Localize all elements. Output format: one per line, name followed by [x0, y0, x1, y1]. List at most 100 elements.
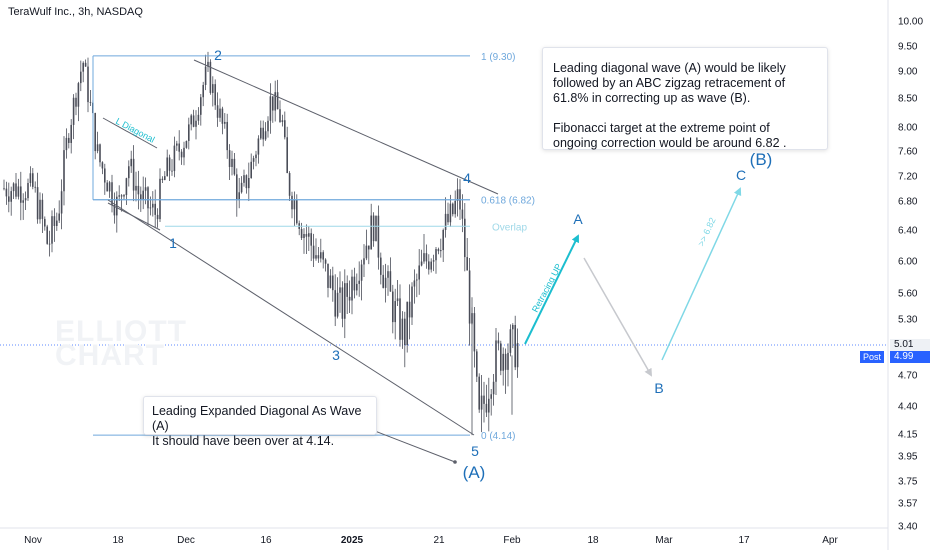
candle-body	[428, 261, 430, 270]
candle-body	[485, 403, 488, 413]
candle-body	[432, 260, 435, 262]
candle-body	[152, 203, 154, 208]
candle-body	[267, 120, 269, 132]
candle-body	[80, 71, 82, 84]
candle-body	[507, 352, 509, 370]
candle-body	[322, 252, 324, 260]
candle-body	[413, 280, 416, 287]
candle-body	[245, 175, 248, 189]
candle-body	[104, 168, 106, 183]
candle-body	[365, 245, 368, 259]
time-tick-label: Dec	[177, 535, 195, 546]
candle-body	[255, 154, 257, 159]
candle-body	[15, 183, 17, 197]
candle-body	[68, 137, 70, 143]
candle-body	[315, 255, 317, 259]
note-top[interactable]: Leading diagonal wave (A) would be likel…	[542, 47, 828, 150]
arrow-up-c	[661, 187, 742, 361]
candle-body	[377, 215, 380, 258]
candle-body	[99, 144, 101, 163]
candle-body	[214, 84, 216, 106]
candle-body	[341, 287, 344, 319]
candle-body	[58, 213, 60, 221]
candle-body	[221, 108, 224, 124]
candle-body	[437, 249, 440, 252]
candle-body	[509, 329, 512, 353]
candle-body	[252, 158, 255, 162]
candle-body	[89, 102, 92, 103]
wave-label: 4	[463, 170, 471, 186]
candle-body	[442, 229, 444, 251]
candle-body	[63, 150, 65, 192]
candle-body	[60, 191, 63, 214]
price-tick-label: 3.57	[898, 499, 918, 510]
candle-body	[72, 97, 75, 125]
candle-body	[212, 84, 214, 93]
candle-body	[144, 187, 147, 191]
candle-body	[161, 178, 164, 180]
candle-body	[94, 113, 96, 152]
candle-body	[123, 195, 125, 197]
candle-body	[202, 84, 204, 98]
candle-body	[332, 275, 334, 291]
candle-body	[274, 92, 276, 111]
candle-body	[17, 186, 20, 197]
price-tick-label: 6.40	[898, 226, 918, 237]
candle-body	[514, 324, 516, 368]
candle-body	[279, 109, 281, 123]
symbol-title[interactable]: TeraWulf Inc., 3h, NASDAQ	[8, 6, 143, 18]
candle-body	[204, 66, 207, 85]
candle-body	[425, 253, 428, 262]
candle-body	[360, 264, 363, 281]
candle-body	[308, 233, 310, 237]
candle-body	[389, 271, 392, 292]
candle-body	[500, 343, 502, 371]
price-tick-label: 3.95	[898, 452, 918, 463]
candle-body	[392, 291, 394, 323]
candle-body	[478, 376, 480, 410]
candle-body	[130, 158, 132, 167]
price-tick-label: 5.60	[898, 289, 918, 300]
candle-body	[454, 200, 456, 215]
candle-body	[113, 204, 116, 216]
candle-body	[41, 199, 44, 219]
candle-body	[272, 96, 274, 111]
price-tick-label: 7.60	[898, 147, 918, 158]
candle-body	[480, 395, 483, 410]
candle-body	[183, 147, 185, 158]
price-tick-label: 8.00	[898, 123, 918, 134]
candle-body	[286, 137, 288, 174]
wave-label: B	[654, 380, 663, 396]
price-tick-label: 3.40	[898, 522, 918, 533]
price-tick-label: 8.50	[898, 94, 918, 105]
candle-body	[408, 301, 411, 318]
candle-body	[449, 203, 452, 223]
wave-label: (B)	[750, 150, 773, 169]
l-diagonal-label: L Diagonal	[114, 116, 156, 145]
candle-body	[293, 199, 296, 210]
candle-body	[12, 183, 15, 192]
candle-body	[173, 145, 176, 172]
candle-body	[411, 286, 413, 318]
candle-body	[452, 203, 454, 215]
price-tick-label: 9.50	[898, 42, 918, 53]
note-bottom[interactable]: Leading Expanded Diagonal As Wave (A) It…	[143, 396, 377, 448]
candle-body	[44, 218, 46, 227]
arrow-down-b	[583, 257, 652, 377]
arrow-label-target: >> 6.82	[696, 216, 718, 248]
price-tick-label: 4.15	[898, 430, 918, 441]
candle-body	[137, 185, 140, 195]
wave-label: 5	[471, 443, 479, 459]
candle-body	[120, 195, 123, 197]
candle-body	[22, 200, 24, 203]
candle-body	[200, 97, 202, 115]
price-tick-label: 6.00	[898, 257, 918, 268]
candle-body	[140, 194, 142, 200]
candle-body	[135, 185, 137, 191]
candle-body	[264, 131, 267, 140]
candle-body	[159, 178, 161, 220]
candle-body	[320, 252, 322, 259]
candle-body	[305, 233, 308, 237]
